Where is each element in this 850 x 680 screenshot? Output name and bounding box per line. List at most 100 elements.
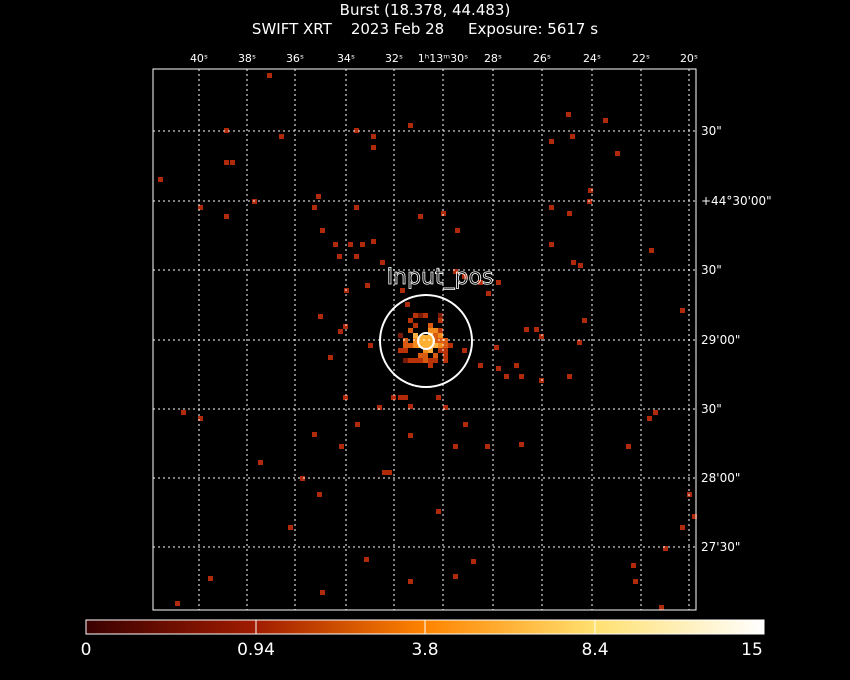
ra-tick-label: 22ˢ — [632, 52, 650, 65]
dec-tick-label: 30" — [701, 402, 722, 416]
photon-event — [455, 228, 460, 233]
photon-event — [181, 410, 186, 415]
source-photon — [398, 348, 403, 353]
photon-event — [539, 334, 544, 339]
photon-event — [631, 563, 636, 568]
source-photon — [423, 348, 428, 353]
photon-event — [486, 291, 491, 296]
photon-event — [567, 211, 572, 216]
source-photon — [428, 363, 433, 368]
photon-event — [615, 151, 620, 156]
image-frame — [152, 68, 697, 611]
photon-event — [408, 404, 413, 409]
photon-event — [333, 242, 338, 247]
photon-event — [680, 525, 685, 530]
photon-event — [462, 274, 467, 279]
source-photon — [443, 343, 448, 348]
photon-event — [230, 160, 235, 165]
source-photon — [413, 343, 418, 348]
photon-event — [626, 444, 631, 449]
photon-event — [582, 318, 587, 323]
photon-event — [578, 263, 583, 268]
photon-event — [339, 444, 344, 449]
colorbar-tick-label: 0.94 — [237, 640, 275, 660]
photon-event — [371, 134, 376, 139]
photon-event — [549, 242, 554, 247]
photon-event — [408, 433, 413, 438]
photon-event — [398, 395, 403, 400]
photon-event — [300, 476, 305, 481]
photon-event — [571, 260, 576, 265]
photon-event — [158, 177, 163, 182]
source-photon — [438, 338, 443, 343]
dec-axis-labels: 30" +44°30'00" 30" 29'00" 30" 28'00" 27'30" — [701, 124, 772, 554]
photon-event — [418, 214, 423, 219]
source-photon — [423, 358, 428, 363]
source-photon — [413, 358, 418, 363]
photon-event — [360, 242, 365, 247]
photon-event — [364, 557, 369, 562]
photon-event — [382, 470, 387, 475]
photon-event — [208, 576, 213, 581]
source-photon — [443, 353, 448, 358]
photon-event — [318, 314, 323, 319]
coordinate-grid — [153, 69, 696, 610]
photon-event — [267, 73, 272, 78]
ra-tick-label: 20ˢ — [680, 52, 698, 65]
source-photon — [418, 353, 423, 358]
dec-tick-label: 30" — [701, 124, 722, 138]
photon-event — [408, 123, 413, 128]
photon-event — [692, 514, 697, 519]
source-photon — [443, 358, 448, 363]
photon-event — [463, 422, 468, 427]
photon-event — [316, 194, 321, 199]
photon-event — [653, 410, 658, 415]
source-photon — [428, 358, 433, 363]
source-photon — [408, 328, 413, 333]
photon-event — [338, 329, 343, 334]
photon-event — [494, 345, 499, 350]
ra-tick-label: 38ˢ — [238, 52, 256, 65]
source-photon — [418, 358, 423, 363]
ra-tick-label: 36ˢ — [286, 52, 304, 65]
photon-event — [371, 239, 376, 244]
source-photon — [438, 328, 443, 333]
image-title: Burst (18.378, 44.483) — [339, 1, 511, 19]
source-photon — [433, 358, 438, 363]
source-photon — [448, 343, 453, 348]
ra-tick-label: 34ˢ — [337, 52, 355, 65]
photon-event — [436, 395, 441, 400]
photon-event — [471, 559, 476, 564]
photon-event — [312, 205, 317, 210]
photon-event — [371, 145, 376, 150]
photon-event — [354, 128, 359, 133]
photon-event — [504, 374, 509, 379]
photon-event — [348, 242, 353, 247]
source-photon — [433, 353, 438, 358]
photon-event — [534, 327, 539, 332]
ra-tick-label: 28ˢ — [484, 52, 502, 65]
source-photon — [408, 318, 413, 323]
photon-event — [337, 254, 342, 259]
photon-event — [343, 395, 348, 400]
photon-event — [258, 460, 263, 465]
photon-event — [355, 422, 360, 427]
photon-event — [387, 470, 392, 475]
ra-tick-label: 24ˢ — [583, 52, 601, 65]
photon-event — [566, 112, 571, 117]
source-photon — [413, 338, 418, 343]
photon-event — [443, 405, 448, 410]
source-photon — [408, 358, 413, 363]
source-photon — [423, 353, 428, 358]
photon-event — [320, 228, 325, 233]
photon-event — [288, 525, 293, 530]
source-photon — [433, 343, 438, 348]
photon-event — [224, 214, 229, 219]
source-photon — [408, 343, 413, 348]
dec-tick-label: 29'00" — [701, 333, 740, 347]
source-photon — [433, 338, 438, 343]
ra-tick-label: 32ˢ — [385, 52, 403, 65]
source-photon — [403, 358, 408, 363]
dec-tick-label: 30" — [701, 263, 722, 277]
colorbar-tick-label: 8.4 — [581, 640, 609, 660]
